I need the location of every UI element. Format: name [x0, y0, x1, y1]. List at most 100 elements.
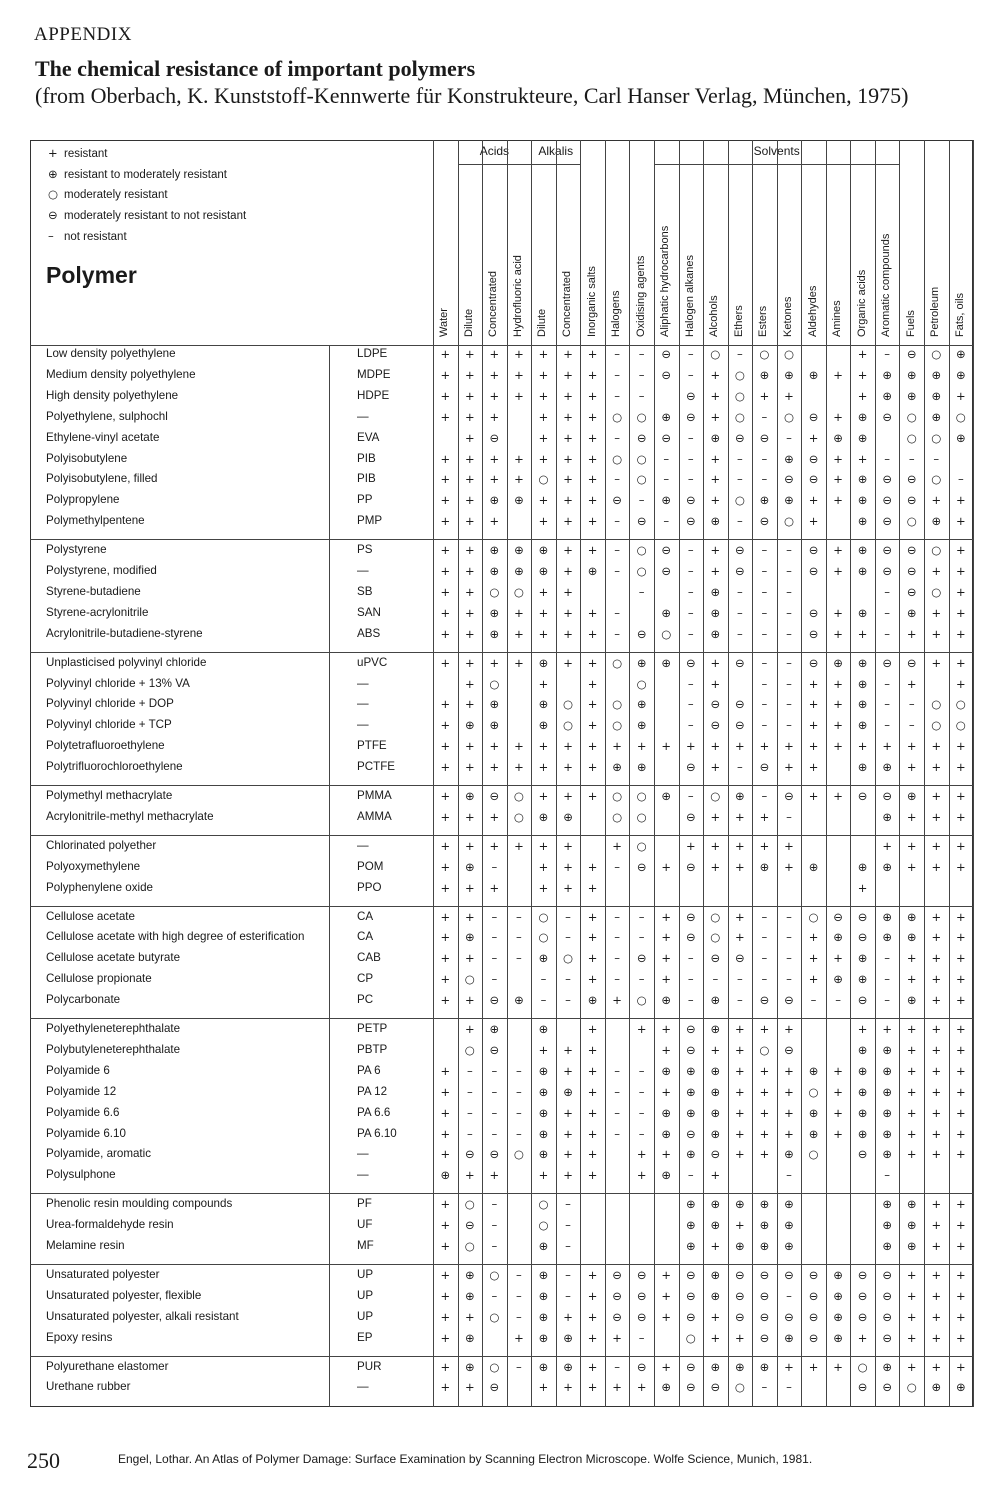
resistance-cell: + — [489, 809, 500, 824]
resistance-cell: ○ — [612, 697, 623, 712]
resistance-cell: + — [514, 605, 524, 620]
polymer-abbreviation: PA 6 — [357, 1063, 381, 1077]
resistance-cell: + — [955, 626, 966, 641]
resistance-cell: ○ — [538, 909, 549, 924]
resistance-cell: ⊕ — [857, 514, 868, 529]
resistance-cell: + — [833, 543, 843, 558]
resistance-cell: ⊕ — [538, 1239, 549, 1253]
resistance-cell: + — [955, 930, 966, 945]
resistance-cell: + — [464, 1380, 475, 1395]
resistance-cell: + — [955, 1063, 966, 1078]
resistance-cell: ○ — [636, 564, 647, 578]
resistance-cell: ⊖ — [735, 1267, 745, 1282]
resistance-cell: + — [612, 739, 622, 754]
resistance-cell: + — [661, 909, 672, 924]
resistance-cell: – — [638, 347, 645, 361]
resistance-cell: – — [884, 951, 891, 966]
resistance-cell: – — [884, 718, 891, 733]
resistance-cell: ⊕ — [735, 1239, 745, 1253]
resistance-cell: ⊖ — [685, 388, 696, 403]
resistance-cell: ⊕ — [906, 367, 917, 382]
resistance-cell: ⊕ — [710, 1359, 721, 1374]
resistance-cell: – — [614, 388, 620, 403]
resistance-cell: ○ — [612, 789, 623, 803]
resistance-cell: ⊕ — [710, 1267, 721, 1282]
polymer-abbreviation: PBTP — [357, 1042, 388, 1056]
resistance-cell: – — [516, 1084, 522, 1099]
resistance-cell: + — [955, 1105, 966, 1120]
table-frame — [30, 140, 973, 1407]
resistance-cell: ⊖ — [882, 1288, 892, 1303]
resistance-cell: – — [540, 993, 547, 1008]
polymer-name: Styrene-butadiene — [46, 584, 141, 598]
polymer-column-heading: Polymer — [46, 262, 137, 288]
resistance-cell: + — [710, 493, 721, 508]
resistance-cell: ⊕ — [636, 760, 647, 775]
resistance-cell: ○ — [464, 1042, 475, 1057]
resistance-cell: + — [931, 1359, 942, 1374]
resistance-cell: ⊕ — [661, 409, 672, 424]
resistance-cell: – — [737, 993, 743, 1008]
resistance-cell: + — [661, 739, 672, 754]
polymer-name: Polybutyleneterephthalate — [46, 1042, 181, 1056]
polymer-name: Medium density polyethylene — [46, 367, 196, 381]
resistance-cell: + — [538, 838, 549, 853]
resistance-cell: – — [786, 718, 792, 733]
resistance-cell: ⊕ — [857, 676, 868, 691]
resistance-cell: + — [563, 1105, 573, 1120]
resistance-cell: – — [687, 993, 694, 1008]
resistance-cell: ⊕ — [906, 388, 917, 403]
resistance-cell: ⊖ — [857, 1288, 868, 1303]
resistance-cell: ⊕ — [710, 430, 721, 445]
resistance-cell: + — [735, 1147, 745, 1162]
resistance-cell: ⊕ — [784, 367, 794, 382]
resistance-cell: + — [538, 880, 549, 895]
resistance-cell: + — [710, 1330, 721, 1345]
resistance-cell: – — [761, 605, 768, 620]
resistance-cell: + — [440, 626, 451, 641]
resistance-cell: + — [906, 1147, 917, 1162]
resistance-cell: ⊕ — [833, 655, 843, 670]
resistance-cell: – — [614, 430, 620, 445]
polymer-name: Polymethyl methacrylate — [46, 789, 173, 802]
resistance-cell: + — [955, 739, 966, 754]
resistance-cell: ○ — [734, 367, 745, 382]
resistance-cell: + — [955, 1197, 966, 1212]
resistance-cell: – — [761, 909, 768, 924]
polymer-abbreviation: — — [357, 838, 369, 852]
resistance-cell: ⊕ — [784, 1239, 794, 1253]
resistance-cell: ○ — [710, 930, 721, 945]
polymer-abbreviation: — — [357, 1380, 369, 1394]
resistance-cell: – — [786, 543, 792, 558]
resistance-cell: + — [587, 543, 598, 558]
resistance-cell: ⊖ — [759, 430, 770, 445]
resistance-cell: ⊕ — [882, 1063, 892, 1078]
resistance-cell: + — [833, 409, 843, 424]
polymer-abbreviation: EVA — [357, 430, 380, 444]
resistance-cell: + — [587, 1288, 598, 1303]
resistance-cell: ⊖ — [489, 430, 500, 445]
resistance-cell: ○ — [661, 626, 672, 641]
resistance-cell: + — [464, 584, 475, 599]
resistance-cell: ⊕ — [661, 1126, 672, 1141]
resistance-cell: ⊖ — [710, 1380, 721, 1395]
resistance-cell: ⊕ — [636, 697, 647, 712]
resistance-cell: + — [759, 1022, 770, 1036]
resistance-cell: ⊕ — [857, 564, 868, 578]
column-divider — [703, 140, 705, 1407]
resistance-cell: + — [955, 388, 966, 403]
resistance-cell: ○ — [734, 493, 745, 508]
resistance-cell: + — [931, 1239, 942, 1253]
resistance-cell: ⊕ — [685, 1197, 696, 1212]
section-divider — [30, 651, 973, 653]
resistance-cell: ⊕ — [685, 1147, 696, 1162]
resistance-cell: ⊕ — [808, 859, 819, 874]
resistance-cell: ⊕ — [931, 514, 942, 529]
resistance-cell: + — [931, 564, 942, 578]
resistance-cell: + — [440, 760, 451, 775]
resistance-cell: + — [538, 514, 549, 529]
resistance-cell: + — [857, 347, 868, 361]
resistance-cell: ⊖ — [857, 930, 868, 945]
resistance-cell: ⊕ — [882, 1126, 892, 1141]
resistance-cell: – — [687, 676, 694, 691]
